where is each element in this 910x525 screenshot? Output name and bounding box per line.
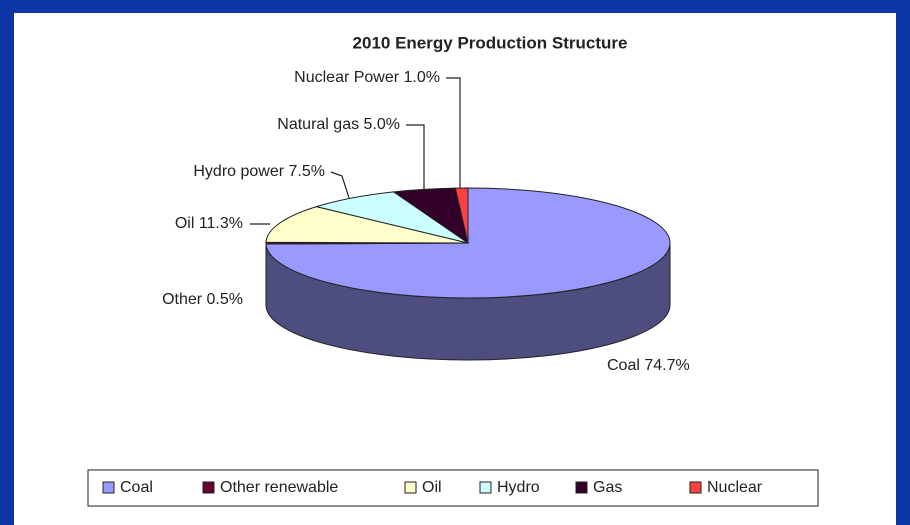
legend-label: Oil <box>422 479 442 496</box>
slice-label: Nuclear Power 1.0% <box>294 69 440 86</box>
slice-label: Natural gas 5.0% <box>277 116 400 133</box>
legend-swatch <box>404 481 417 494</box>
legend-swatch <box>479 481 492 494</box>
pie-slice <box>265 206 469 244</box>
chart-title: 2010 Energy Production Structure <box>353 33 628 52</box>
leader-line <box>446 77 461 190</box>
legend-swatch <box>102 481 115 494</box>
slice-label: Hydro power 7.5% <box>193 163 325 180</box>
slice-label: Oil 11.3% <box>175 215 243 232</box>
legend-label: Gas <box>593 479 622 496</box>
leader-line <box>330 171 350 199</box>
legend-label: Nuclear <box>707 479 763 496</box>
pie-slice <box>314 191 469 244</box>
leader-line <box>406 124 425 192</box>
legend-swatch <box>202 481 215 494</box>
slice-label: Coal 74.7% <box>607 357 690 374</box>
pie-slice <box>454 187 469 244</box>
legend-label: Coal <box>120 479 153 496</box>
legend-swatch <box>689 481 702 494</box>
legend-swatch <box>575 481 588 494</box>
legend-label: Other renewable <box>220 479 338 496</box>
legend-label: Hydro <box>497 479 540 496</box>
slice-label: Other 0.5% <box>162 291 243 308</box>
